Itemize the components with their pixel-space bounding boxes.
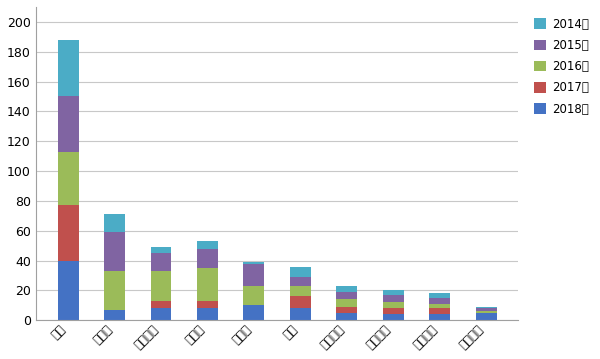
Bar [151,271,172,301]
Bar [383,308,404,314]
Bar [151,301,172,308]
Bar [58,261,79,320]
Bar [290,297,311,308]
Bar [104,214,125,232]
Bar [104,271,125,310]
Bar [244,286,265,306]
Bar [429,304,450,308]
Bar [58,205,79,261]
Bar [476,307,497,308]
Bar [383,295,404,302]
Bar [244,262,265,264]
Bar [336,286,357,292]
Legend: 2014年, 2015年, 2016年, 2017年, 2018年: 2014年, 2015年, 2016年, 2017年, 2018年 [529,13,593,120]
Bar [336,313,357,320]
Bar [290,267,311,277]
Bar [290,286,311,297]
Bar [104,232,125,271]
Bar [336,292,357,299]
Bar [476,311,497,313]
Bar [58,97,79,152]
Bar [336,299,357,307]
Bar [244,306,265,320]
Bar [197,268,218,301]
Bar [151,308,172,320]
Bar [290,277,311,286]
Bar [104,310,125,320]
Bar [197,301,218,308]
Bar [476,308,497,311]
Bar [197,308,218,320]
Bar [429,298,450,304]
Bar [336,307,357,313]
Bar [476,313,497,320]
Bar [383,290,404,295]
Bar [151,247,172,253]
Bar [151,253,172,271]
Bar [429,308,450,314]
Bar [290,308,311,320]
Bar [429,293,450,298]
Bar [58,152,79,205]
Bar [429,314,450,320]
Bar [197,249,218,268]
Bar [197,241,218,249]
Bar [244,264,265,286]
Bar [383,314,404,320]
Bar [58,40,79,97]
Bar [383,302,404,308]
